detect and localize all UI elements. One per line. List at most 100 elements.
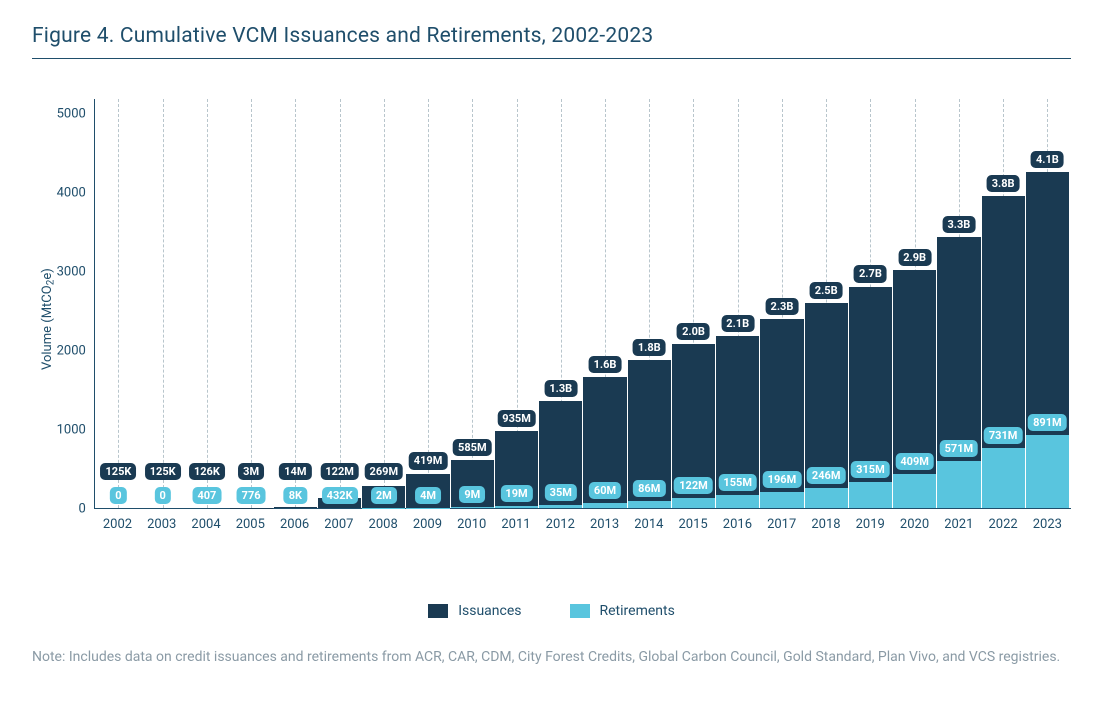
swatch-issuances	[428, 604, 448, 618]
chart-column: 2.1B155M	[716, 99, 759, 508]
y-axis: 500040003000200010000	[57, 99, 94, 509]
chart-column: 2.0B122M	[672, 99, 715, 508]
issuance-badge: 14M	[279, 463, 311, 480]
retirement-badge: 891M	[1028, 414, 1067, 431]
y-axis-label-prefix: Volume (MtCO	[40, 285, 55, 370]
retirement-area	[982, 448, 1025, 508]
issuance-badge: 2.1B	[721, 315, 754, 332]
retirement-badge: 776	[237, 487, 266, 504]
chart-column: 2.5B246M	[805, 99, 848, 508]
retirement-badge: 246M	[807, 467, 846, 484]
issuance-badge: 1.8B	[633, 339, 666, 356]
chart-column: 125K 0	[97, 99, 140, 508]
issuance-badge: 3.3B	[942, 216, 975, 233]
retirement-area	[628, 501, 671, 508]
issuance-badge: 4.1B	[1031, 151, 1064, 168]
x-tick: 2019	[849, 517, 892, 532]
retirement-area	[805, 488, 848, 508]
issuance-area	[274, 507, 317, 508]
y-tick: 1000	[57, 423, 86, 438]
gridline	[295, 99, 296, 508]
retirement-badge: 19M	[500, 485, 532, 502]
gridline	[118, 99, 119, 508]
issuance-badge: 269M	[365, 463, 404, 480]
retirement-area	[672, 498, 715, 508]
x-axis: 2002200320042005200620072008200920102011…	[94, 509, 1071, 532]
retirement-badge: 409M	[895, 453, 934, 470]
issuance-badge: 126K	[189, 463, 225, 480]
retirement-badge: 0	[110, 487, 126, 504]
issuance-badge: 1.3B	[544, 380, 577, 397]
retirement-area	[849, 482, 892, 508]
issuance-badge: 122M	[320, 463, 359, 480]
retirement-badge: 571M	[940, 440, 979, 457]
swatch-retirements	[570, 604, 590, 618]
issuance-badge: 3.8B	[987, 175, 1020, 192]
issuance-badge: 585M	[453, 439, 492, 456]
retirement-area	[583, 503, 626, 508]
x-tick: 2002	[96, 517, 139, 532]
gridline	[340, 99, 341, 508]
x-tick: 2023	[1026, 517, 1069, 532]
y-tick: 3000	[57, 265, 86, 280]
chart: Volume (MtCO2e) 500040003000200010000 12…	[32, 99, 1071, 579]
y-tick: 4000	[57, 186, 86, 201]
retirement-area	[495, 506, 538, 508]
issuance-area	[1026, 172, 1069, 435]
retirement-badge: 4M	[415, 487, 441, 504]
y-tick: 0	[79, 502, 86, 517]
legend-item-retirements: Retirements	[570, 603, 675, 619]
legend-label-issuances: Issuances	[458, 603, 521, 619]
retirement-badge: 8K	[284, 487, 307, 504]
issuance-badge: 2.9B	[898, 249, 931, 266]
retirement-area	[1026, 435, 1069, 508]
chart-column: 2.3B196M	[760, 99, 803, 508]
issuance-area	[893, 270, 936, 474]
x-tick: 2017	[760, 517, 803, 532]
figure-title: Figure 4. Cumulative VCM Issuances and R…	[32, 24, 1071, 48]
retirement-badge: 0	[155, 487, 171, 504]
chart-column: 2.9B 409M	[893, 99, 936, 508]
chart-column: 3.8B 731M	[982, 99, 1025, 508]
issuance-area	[982, 196, 1025, 448]
chart-column: 2.7B315M	[849, 99, 892, 508]
title-rule	[32, 58, 1071, 59]
x-tick: 2015	[671, 517, 714, 532]
retirement-badge: 9M	[459, 486, 485, 503]
retirement-badge: 2M	[371, 487, 397, 504]
issuance-badge: 419M	[409, 452, 448, 469]
issuance-badge: 935M	[497, 410, 536, 427]
gridline	[251, 99, 252, 508]
chart-column: 3M776	[230, 99, 273, 508]
x-tick: 2022	[981, 517, 1024, 532]
retirement-area	[451, 507, 494, 508]
x-tick: 2004	[184, 517, 227, 532]
x-tick: 2014	[627, 517, 670, 532]
x-tick: 2010	[450, 517, 493, 532]
gridline	[163, 99, 164, 508]
y-axis-label: Volume (MtCO2e)	[32, 99, 57, 539]
chart-column: 1.3B 35M	[539, 99, 582, 508]
figure-note: Note: Includes data on credit issuances …	[32, 647, 1071, 667]
chart-column: 122M432K	[318, 99, 361, 508]
issuance-badge: 3M	[238, 463, 264, 480]
x-tick: 2008	[362, 517, 405, 532]
retirement-badge: 35M	[545, 484, 577, 501]
chart-column: 126K 407	[185, 99, 228, 508]
retirement-badge: 60M	[589, 482, 621, 499]
x-tick: 2003	[140, 517, 183, 532]
legend-item-issuances: Issuances	[428, 603, 521, 619]
gridline	[428, 99, 429, 508]
x-tick: 2018	[804, 517, 847, 532]
retirement-badge: 315M	[851, 461, 890, 478]
retirement-badge: 407	[192, 487, 221, 504]
x-tick: 2005	[229, 517, 272, 532]
issuance-badge: 1.6B	[589, 356, 622, 373]
issuance-area	[849, 287, 892, 483]
retirement-area	[716, 495, 759, 508]
chart-column: 419M 4M	[406, 99, 449, 508]
chart-column: 3.3B 571M	[937, 99, 980, 508]
issuance-badge: 125K	[100, 463, 136, 480]
retirement-badge: 731M	[984, 427, 1023, 444]
gridline	[384, 99, 385, 508]
